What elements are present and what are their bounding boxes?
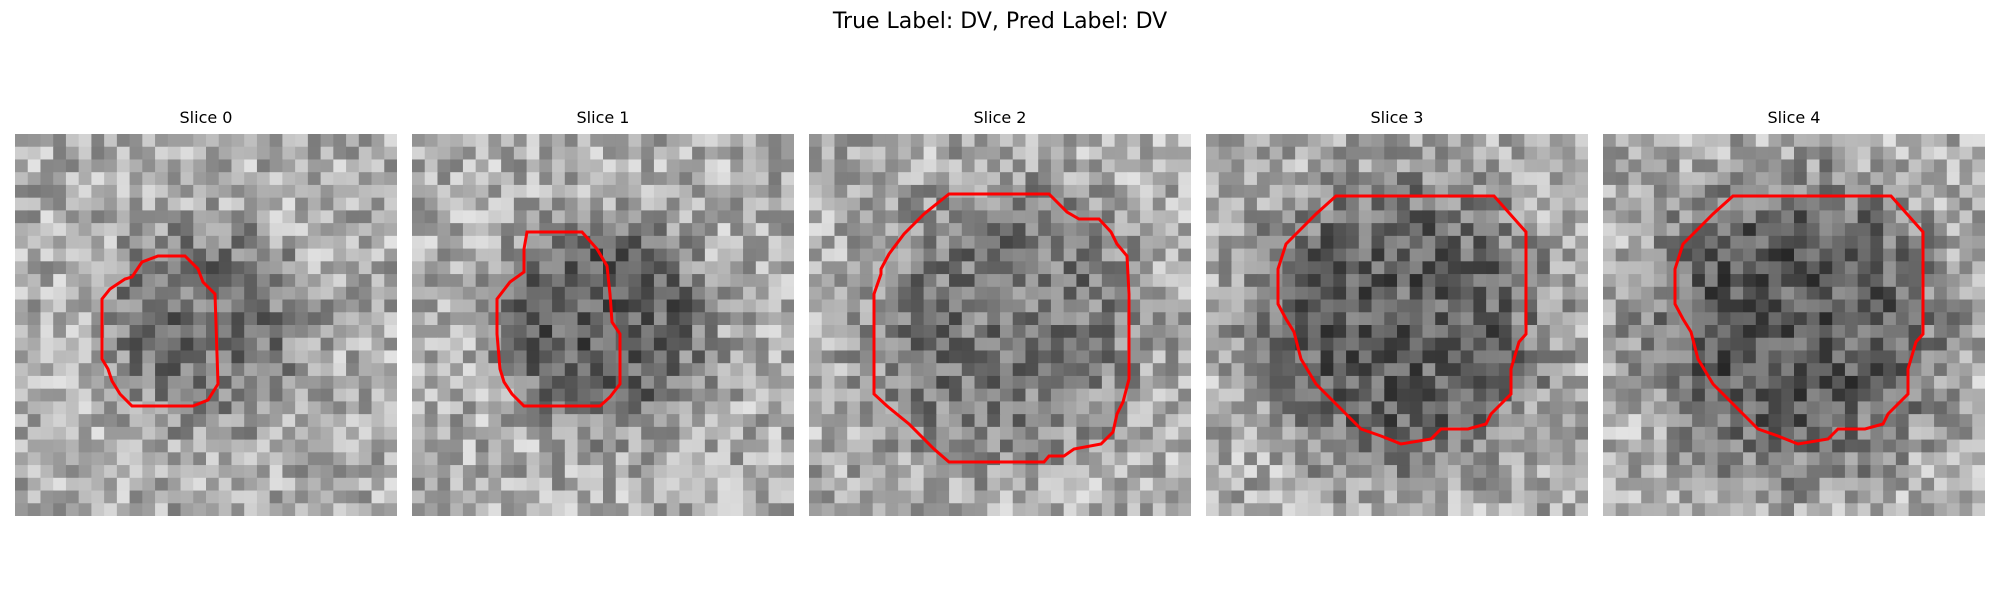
figure-title: True Label: DV, Pred Label: DV: [832, 9, 1168, 34]
segmentation-contour: [1276, 194, 1528, 446]
segmentation-contour: [872, 192, 1131, 464]
slice-panel-1: Slice 1: [412, 108, 794, 516]
slice-title: Slice 2: [973, 108, 1027, 127]
slice-title: Slice 4: [1767, 108, 1821, 127]
slice-title: Slice 3: [1370, 108, 1424, 127]
segmentation-contour: [1673, 194, 1925, 446]
slice-image: [1206, 134, 1588, 516]
slice-image: [1603, 134, 1985, 516]
slice-panel-2: Slice 2: [809, 108, 1191, 516]
segmentation-contour: [495, 230, 622, 408]
slice-image: [809, 134, 1191, 516]
slice-title: Slice 1: [576, 108, 630, 127]
slice-panel-4: Slice 4: [1603, 108, 1985, 516]
slice-image: [412, 134, 794, 516]
slice-title: Slice 0: [179, 108, 233, 127]
segmentation-contour: [100, 254, 220, 408]
slice-panel-3: Slice 3: [1206, 108, 1588, 516]
slice-panel-0: Slice 0: [15, 108, 397, 516]
slice-image: [15, 134, 397, 516]
